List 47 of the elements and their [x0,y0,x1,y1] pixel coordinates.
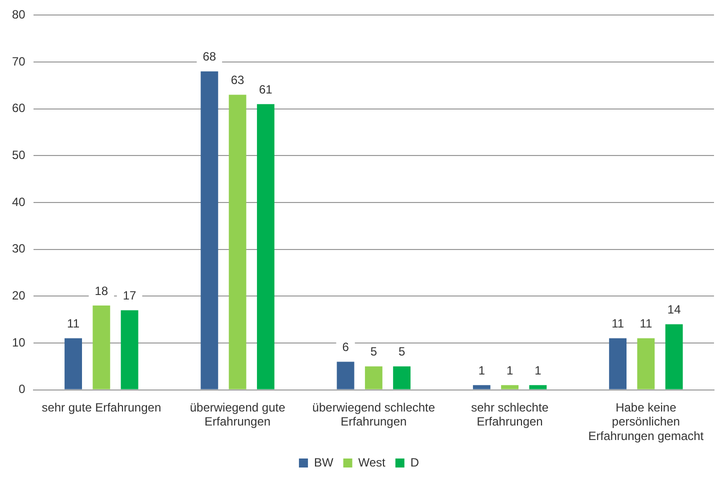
data-label: 18 [94,284,108,298]
bar [256,104,274,390]
y-tick-label: 40 [12,194,26,209]
legend-label: BW [314,455,334,470]
data-label: 6 [342,340,350,354]
y-tick-label: 80 [12,8,26,22]
bar [64,338,82,390]
legend-label: D [410,455,420,470]
x-tick-label: sehr gute Erfahrungen [42,400,162,414]
bar [120,310,138,390]
data-label: 68 [202,50,216,64]
y-tick-label: 20 [12,288,26,302]
x-tick-label: Habe keine persönlichen Erfahrungen gemacht [588,400,704,444]
bar [393,366,411,390]
bar [637,338,655,390]
bar [336,362,354,390]
data-label: 5 [370,344,378,359]
legend-label: West [358,455,386,470]
x-tick-label: überwiegend schlechte Erfahrungen [312,400,436,429]
data-label: 61 [258,82,273,96]
bar [200,71,218,390]
data-label: 1 [478,363,486,378]
y-tick-label: 0 [18,382,26,396]
y-tick-label: 60 [12,101,26,116]
bar [501,385,519,390]
data-label: 1 [506,363,514,378]
bar [228,94,246,390]
bar [92,306,110,390]
data-label: 63 [230,73,245,88]
x-tick-label: sehr schlechte Erfahrungen [471,400,549,429]
x-tick-label: überwiegend gute Erfahrungen [190,400,286,429]
data-label: 11 [67,316,80,331]
data-label: 5 [398,344,406,359]
data-label: 17 [122,288,137,303]
data-label: 11 [612,316,624,331]
bar [364,366,382,390]
bar [529,385,547,390]
data-label: 1 [534,363,542,378]
data-label: 11 [640,316,652,331]
bar [665,324,683,390]
bar [609,338,627,390]
y-tick-label: 30 [12,242,26,256]
y-tick-label: 10 [12,335,26,350]
bar [472,385,490,390]
y-tick-label: 50 [12,148,26,162]
y-tick-label: 70 [12,54,26,68]
data-label: 14 [667,302,682,317]
